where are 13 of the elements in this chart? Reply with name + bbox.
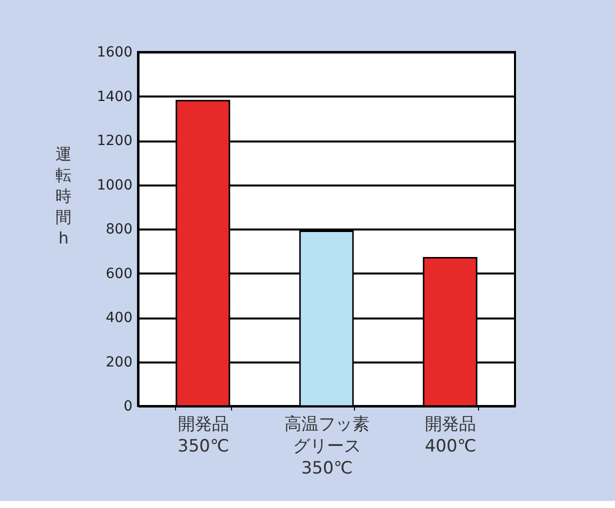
y-axis-title: 運転時間 h: [56, 144, 72, 248]
y-tick-label: 1200: [96, 133, 132, 149]
x-tick-label: 開発品 400℃: [424, 414, 476, 456]
x-tick-label: 開発品 350℃: [178, 414, 230, 456]
y-tick-label: 1400: [96, 88, 132, 105]
y-tick-label: 1600: [96, 44, 132, 60]
x-tick-label: 高温フッ素グリース 350℃: [284, 414, 370, 478]
y-tick-label: 200: [106, 354, 132, 370]
y-tick-label: 1000: [96, 177, 132, 194]
y-tick-label: 800: [106, 222, 132, 238]
y-tick-label: 600: [106, 266, 132, 282]
y-tick-label: 400: [106, 310, 132, 326]
y-tick-label: 0: [124, 398, 132, 414]
